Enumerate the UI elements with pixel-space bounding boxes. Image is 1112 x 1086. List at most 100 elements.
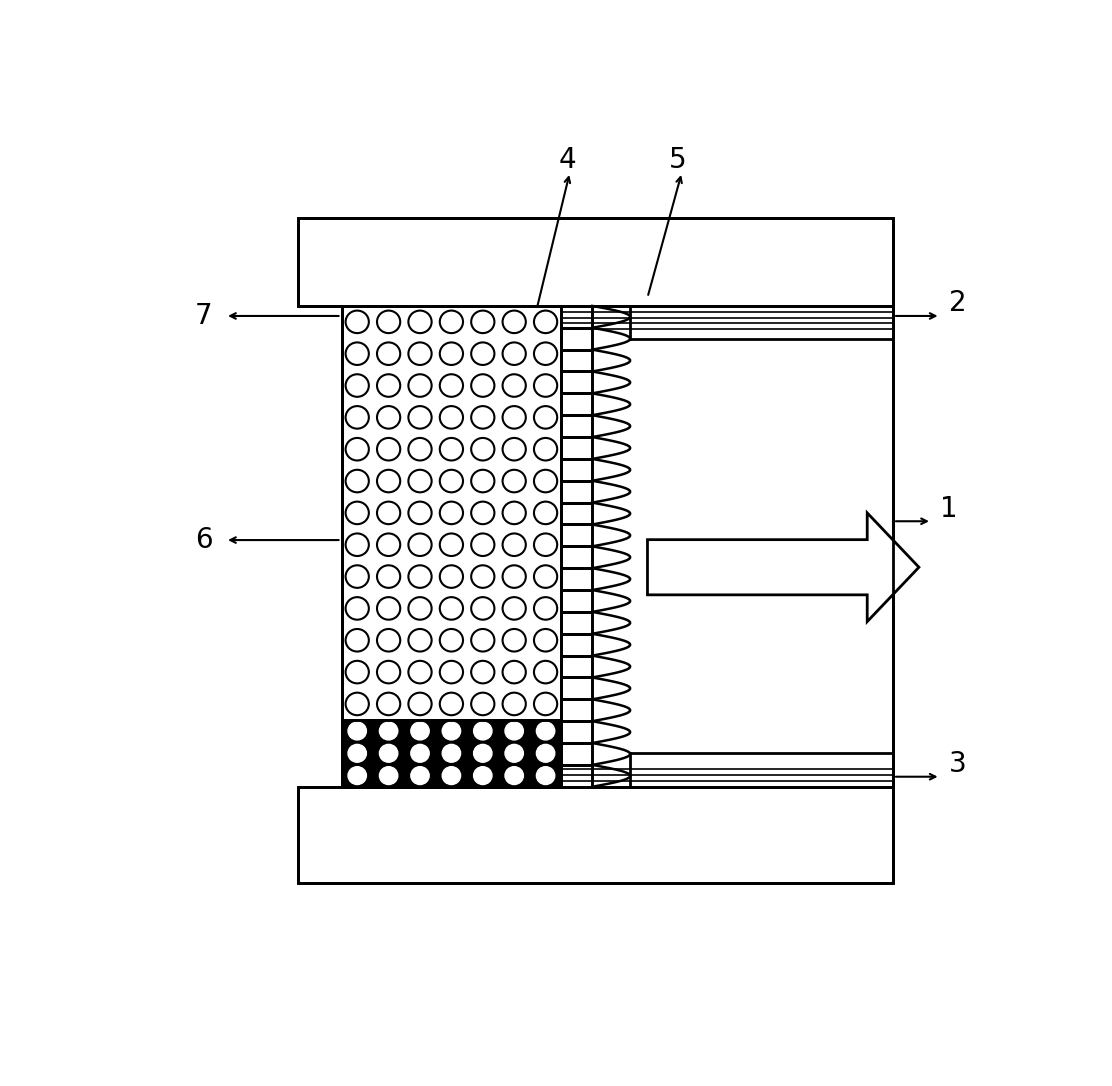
Text: 4: 4 (558, 146, 576, 174)
Circle shape (348, 767, 367, 784)
Circle shape (408, 342, 431, 365)
Circle shape (346, 342, 369, 365)
Circle shape (503, 406, 526, 429)
Circle shape (408, 693, 431, 716)
Circle shape (443, 744, 460, 762)
Circle shape (503, 438, 526, 460)
Circle shape (503, 566, 526, 588)
Circle shape (503, 660, 526, 683)
Circle shape (439, 375, 463, 396)
Circle shape (503, 311, 526, 333)
Circle shape (503, 342, 526, 365)
Circle shape (408, 597, 431, 620)
Circle shape (379, 767, 398, 784)
Circle shape (408, 438, 431, 460)
Bar (298, 218, 893, 306)
Circle shape (348, 744, 367, 762)
Circle shape (471, 597, 495, 620)
Circle shape (346, 470, 369, 492)
Circle shape (439, 660, 463, 683)
Circle shape (503, 629, 526, 652)
Text: 2: 2 (950, 289, 966, 317)
Circle shape (474, 722, 492, 740)
Circle shape (503, 533, 526, 556)
Bar (341, 306, 893, 786)
Circle shape (377, 470, 400, 492)
Circle shape (505, 744, 524, 762)
Bar (298, 786, 893, 883)
Bar (298, 218, 893, 306)
Circle shape (346, 566, 369, 588)
Circle shape (534, 597, 557, 620)
Circle shape (410, 744, 429, 762)
Circle shape (536, 744, 555, 762)
Circle shape (408, 533, 431, 556)
Circle shape (439, 566, 463, 588)
Bar (341, 306, 893, 786)
Circle shape (534, 406, 557, 429)
Circle shape (346, 375, 369, 396)
Bar (341, 720, 562, 786)
Text: 6: 6 (195, 526, 212, 554)
Circle shape (346, 533, 369, 556)
Circle shape (377, 375, 400, 396)
Circle shape (471, 438, 495, 460)
Circle shape (346, 660, 369, 683)
Circle shape (346, 597, 369, 620)
Circle shape (443, 767, 460, 784)
Circle shape (534, 533, 557, 556)
Circle shape (503, 375, 526, 396)
Circle shape (503, 693, 526, 716)
Circle shape (534, 342, 557, 365)
Circle shape (410, 722, 429, 740)
Circle shape (471, 470, 495, 492)
Circle shape (534, 375, 557, 396)
Circle shape (377, 629, 400, 652)
Polygon shape (647, 513, 919, 621)
Circle shape (408, 660, 431, 683)
Circle shape (377, 311, 400, 333)
Circle shape (439, 470, 463, 492)
Circle shape (379, 722, 398, 740)
Circle shape (346, 311, 369, 333)
Text: 1: 1 (941, 495, 959, 522)
Bar (341, 306, 562, 786)
Circle shape (377, 693, 400, 716)
Circle shape (471, 660, 495, 683)
Circle shape (474, 744, 492, 762)
Circle shape (377, 502, 400, 525)
Circle shape (471, 502, 495, 525)
Circle shape (471, 566, 495, 588)
Circle shape (377, 566, 400, 588)
Circle shape (471, 375, 495, 396)
Circle shape (536, 767, 555, 784)
Circle shape (377, 660, 400, 683)
Circle shape (377, 342, 400, 365)
Circle shape (439, 438, 463, 460)
Circle shape (503, 470, 526, 492)
Circle shape (534, 438, 557, 460)
Circle shape (410, 767, 429, 784)
Circle shape (534, 311, 557, 333)
Circle shape (439, 629, 463, 652)
Circle shape (377, 406, 400, 429)
Circle shape (534, 566, 557, 588)
Circle shape (536, 722, 555, 740)
Circle shape (346, 693, 369, 716)
Circle shape (408, 629, 431, 652)
Circle shape (503, 597, 526, 620)
Circle shape (534, 502, 557, 525)
Circle shape (439, 597, 463, 620)
Text: 5: 5 (668, 146, 686, 174)
Bar (341, 306, 893, 786)
Circle shape (439, 693, 463, 716)
Circle shape (377, 597, 400, 620)
Circle shape (471, 693, 495, 716)
Text: 7: 7 (195, 302, 212, 330)
Circle shape (408, 406, 431, 429)
Circle shape (439, 311, 463, 333)
Circle shape (408, 375, 431, 396)
Bar (341, 720, 562, 786)
Circle shape (534, 693, 557, 716)
Circle shape (443, 722, 460, 740)
